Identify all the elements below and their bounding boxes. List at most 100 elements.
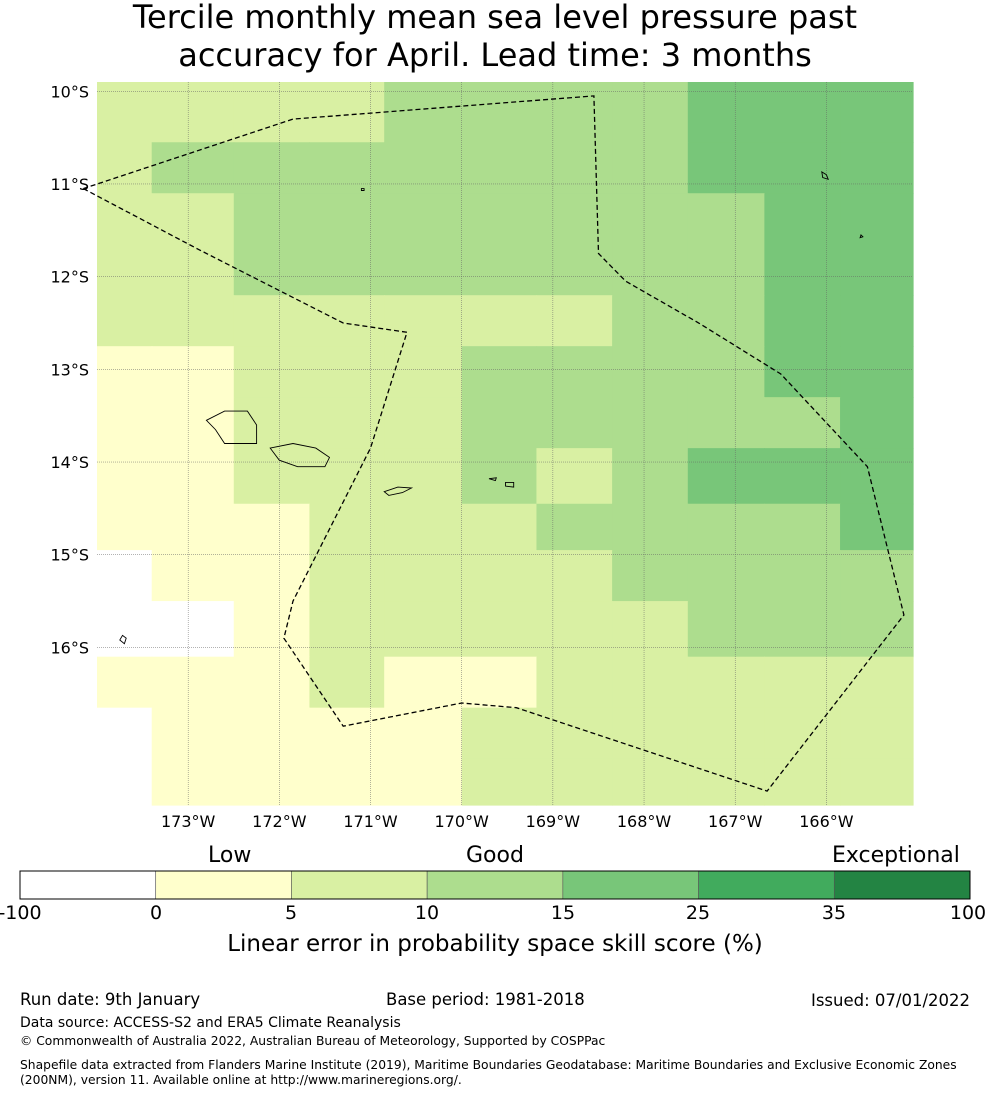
skill-cell — [536, 82, 613, 143]
colorbar-tick: 25 — [685, 902, 711, 924]
skill-cell — [97, 601, 153, 658]
skill-cell — [309, 295, 385, 347]
skill-cell — [764, 448, 841, 505]
longitude-tick-label: 166°W — [799, 812, 854, 831]
skill-cell — [151, 707, 235, 760]
island-outline — [383, 486, 414, 496]
skill-cell — [612, 82, 689, 143]
issued-date: Issued: 07/01/2022 — [810, 991, 970, 1010]
latitude-tick-label: 15°S — [50, 546, 89, 565]
skill-cell — [97, 758, 153, 806]
skill-cell — [97, 82, 153, 143]
colorbar-tick: 5 — [284, 902, 298, 924]
chart-title-line2: accuracy for April. Lead time: 3 months — [178, 36, 812, 74]
island-outline — [119, 634, 127, 645]
colorbar-swatch — [833, 870, 971, 900]
colorbar-tick: 35 — [821, 902, 847, 924]
latitude-tick-label: 14°S — [50, 453, 89, 472]
skill-cell — [764, 601, 841, 658]
colorbar-tick: 0 — [149, 902, 163, 924]
skill-cell — [97, 550, 153, 602]
skill-cell — [233, 656, 311, 709]
skill-cell — [384, 758, 463, 806]
longitude-tick-label: 173°W — [161, 812, 216, 831]
skill-cell — [151, 758, 235, 806]
skill-cell — [764, 758, 841, 806]
skill-cell — [233, 503, 311, 551]
latitude-tick-label: 12°S — [50, 268, 89, 287]
skill-cell — [764, 397, 841, 449]
skill-cell — [764, 503, 841, 551]
skill-cell — [840, 346, 914, 398]
skill-cell — [687, 707, 765, 760]
skill-cell — [536, 601, 613, 658]
skill-cell — [536, 550, 613, 602]
colorbar-frame — [19, 870, 971, 900]
skill-cell — [764, 193, 841, 296]
skill-cell — [840, 397, 914, 449]
colorbar-swatch — [698, 870, 835, 900]
skill-cell — [233, 758, 311, 806]
skill-cell — [612, 397, 689, 449]
skill-cell — [384, 656, 463, 709]
skill-cell — [461, 82, 538, 143]
skill-cell — [612, 295, 689, 347]
skill-cell — [309, 503, 385, 551]
skill-cell — [764, 142, 841, 194]
longitude-tick-label: 170°W — [435, 812, 490, 831]
colorbar-tick: 15 — [550, 902, 576, 924]
skill-cell — [384, 295, 463, 347]
skill-cell — [461, 295, 538, 347]
skill-cell — [233, 142, 311, 194]
colorbar-swatch — [19, 870, 157, 900]
skill-cell — [612, 193, 689, 296]
latitude-tick-label: 11°S — [50, 175, 89, 194]
island-outline — [360, 188, 365, 191]
skill-cell — [687, 193, 765, 296]
skill-cell — [764, 346, 841, 398]
skill-cell — [384, 550, 463, 602]
skill-cell — [687, 758, 765, 806]
skill-cell — [461, 346, 538, 398]
skill-cell — [309, 397, 385, 449]
skill-cell — [612, 707, 689, 760]
skill-cell — [536, 397, 613, 449]
skill-cell — [97, 397, 153, 449]
skill-cell — [384, 193, 463, 296]
skill-cell — [840, 601, 914, 658]
skill-cell — [151, 295, 235, 347]
skill-cell — [309, 142, 385, 194]
colorbar-swatch — [291, 870, 428, 900]
skill-cell — [536, 758, 613, 806]
run-date: Run date: 9th January — [20, 990, 201, 1009]
skill-cell — [687, 448, 765, 505]
skill-cell — [840, 142, 914, 194]
skill-cell — [309, 193, 385, 296]
skill-cell — [461, 142, 538, 194]
skill-cell — [840, 758, 914, 806]
coastlines — [119, 171, 864, 645]
skill-cell — [612, 601, 689, 658]
skill-cell — [461, 656, 538, 709]
island-outline — [488, 477, 497, 482]
colorbar-swatch — [562, 870, 699, 900]
skill-cell — [687, 82, 765, 143]
skill-cell — [384, 346, 463, 398]
latitude-tick-label: 10°S — [50, 82, 89, 101]
skill-cell — [461, 397, 538, 449]
colorbar — [19, 870, 971, 900]
skill-cell — [233, 346, 311, 398]
skill-cell — [687, 601, 765, 658]
skill-cell — [612, 142, 689, 194]
skill-cell — [151, 656, 235, 709]
skill-grid — [97, 82, 914, 806]
skill-cell — [384, 82, 463, 143]
longitude-tick-label: 169°W — [526, 812, 581, 831]
colorbar-word-good: Good — [466, 843, 524, 868]
skill-cell — [384, 142, 463, 194]
skill-cell — [536, 346, 613, 398]
skill-cell — [840, 656, 914, 709]
skill-cell — [612, 656, 689, 709]
skill-cell — [233, 601, 311, 658]
skill-cell — [97, 707, 153, 760]
